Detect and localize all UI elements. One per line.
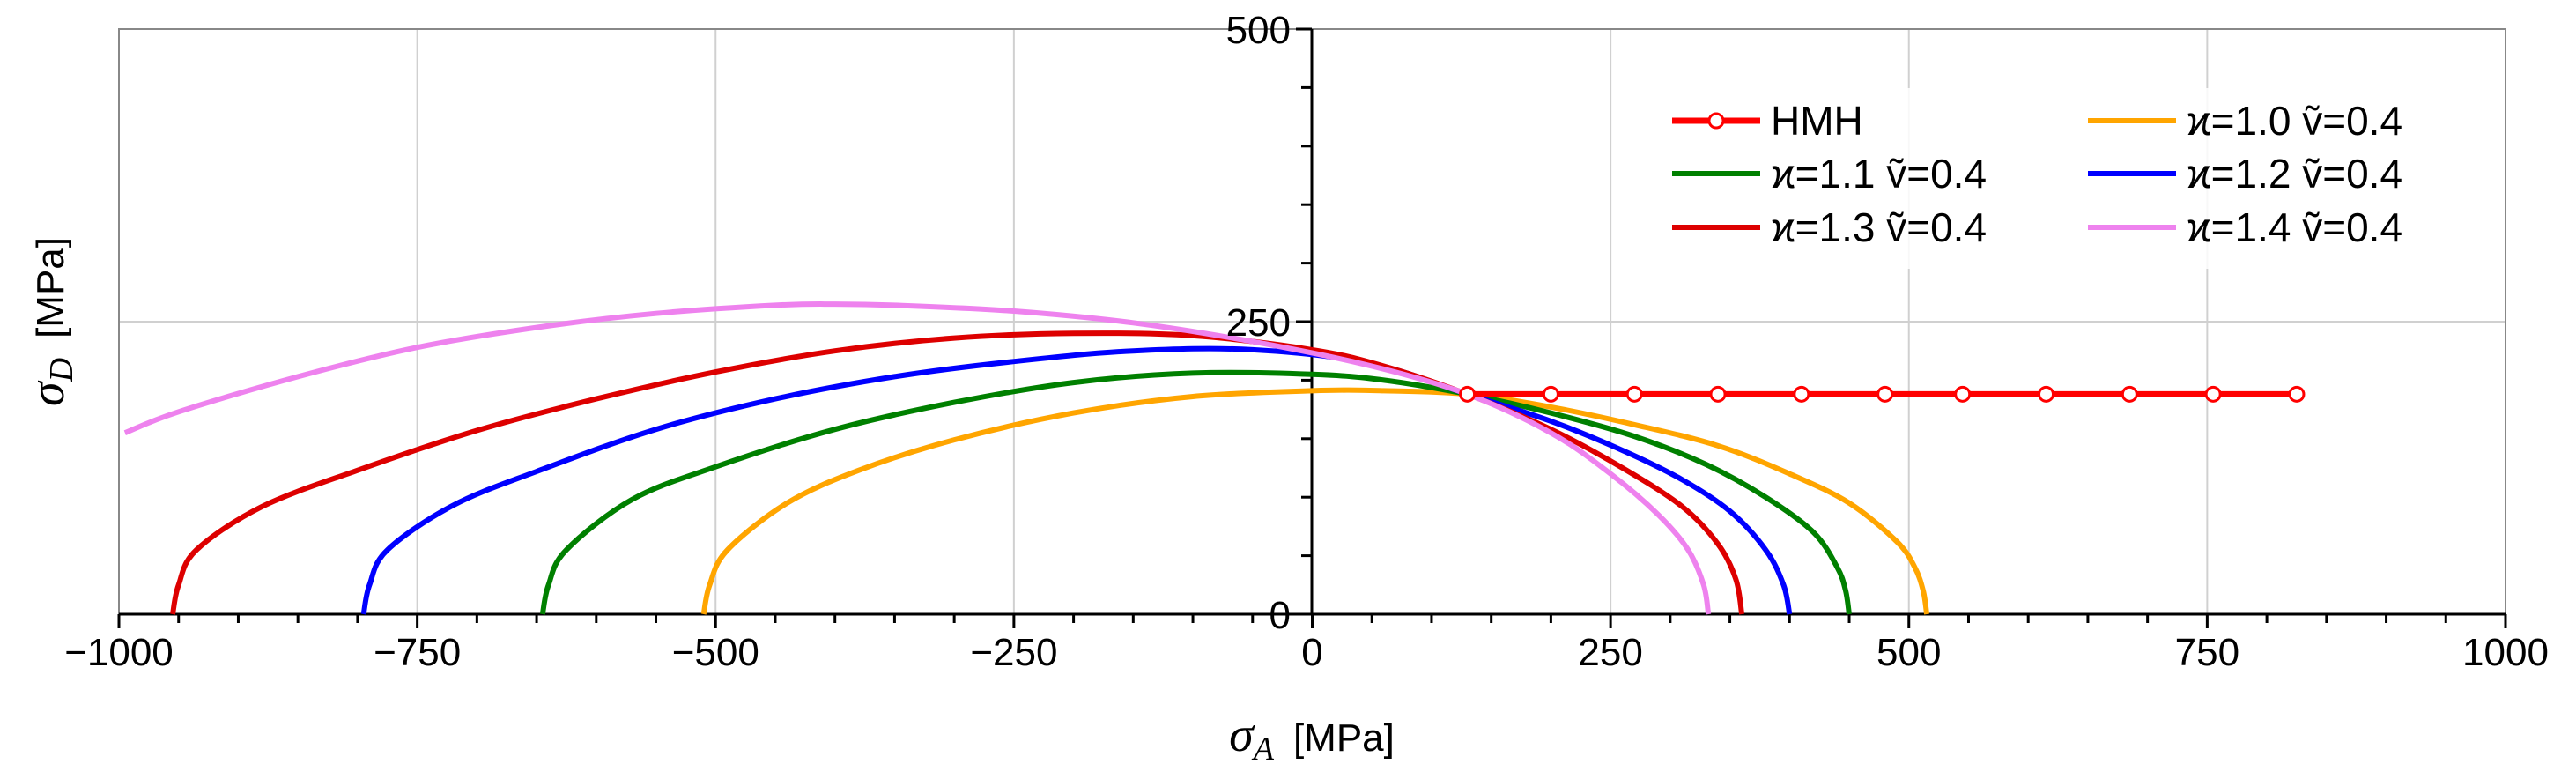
series-line-k1-1 [539, 369, 1852, 615]
hmh-data-point [1954, 385, 1972, 403]
hmh-data-point [2288, 385, 2306, 403]
x-axis-symbol: σ [1229, 708, 1255, 762]
x-tick-label: −500 [672, 631, 759, 674]
x-axis-subscript: A [1251, 731, 1275, 768]
y-axis-symbol: σ [20, 380, 75, 406]
y-tick-label: 0 [1269, 594, 1291, 637]
x-axis-unit: [MPa] [1293, 716, 1395, 760]
axes [117, 27, 2507, 628]
hmh-data-point [2121, 385, 2138, 403]
x-tick-label: −750 [374, 631, 461, 674]
series-line-k1-4 [123, 301, 1712, 615]
legend: HMH ϰ=1.0 ṽ=0.4 ϰ=1.1 ṽ=0.4 ϰ=1.2 ṽ=0.4 ϰ=1.… [1656, 88, 2467, 269]
hmh-data-point [1709, 385, 1727, 403]
legend-label: ϰ=1.0 ṽ=0.4 [2187, 98, 2402, 144]
hmh-data-point [1542, 385, 1559, 403]
legend-label: ϰ=1.4 ṽ=0.4 [2187, 204, 2402, 250]
hmh-data-point [1793, 385, 1810, 403]
y-axis-subscript: D [43, 358, 80, 382]
legend-label: HMH [1771, 98, 1863, 144]
series-line-k1-3 [170, 330, 1745, 615]
hmh-data-point [2038, 385, 2055, 403]
y-tick-label: 500 [1226, 9, 1291, 52]
legend-label: ϰ=1.3 ṽ=0.4 [1771, 204, 1987, 250]
hmh-data-point [1625, 385, 1643, 403]
x-tick-label: −1000 [64, 631, 174, 674]
x-tick-label: 1000 [2462, 631, 2549, 674]
y-axis-title: σD [MPa] [20, 237, 80, 406]
x-tick-label: 0 [1301, 631, 1322, 674]
hmh-data-point [1876, 385, 1894, 403]
x-tick-label: −250 [970, 631, 1057, 674]
x-axis-title: σA [MPa] [1229, 708, 1395, 768]
data-series [123, 301, 2306, 615]
legend-background [1656, 88, 2467, 269]
y-tick-label: 250 [1226, 301, 1291, 345]
legend-marker [1707, 112, 1725, 130]
x-tick-label: 250 [1578, 631, 1642, 674]
legend-label: ϰ=1.1 ṽ=0.4 [1771, 151, 1987, 197]
series-line-k1-2 [360, 345, 1793, 615]
legend-label: ϰ=1.2 ṽ=0.4 [2187, 151, 2402, 197]
series-line-k1-0 [700, 387, 1930, 615]
tick-labels: −1000 −750 −500 −250 0 250 500 750 1000 0 250 500 [64, 9, 2549, 674]
hmh-data-point [1459, 385, 1477, 403]
y-axis-unit: [MPa] [29, 237, 72, 338]
hmh-data-point [2204, 385, 2222, 403]
x-tick-label: 750 [2175, 631, 2239, 674]
x-tick-label: 500 [1876, 631, 1941, 674]
